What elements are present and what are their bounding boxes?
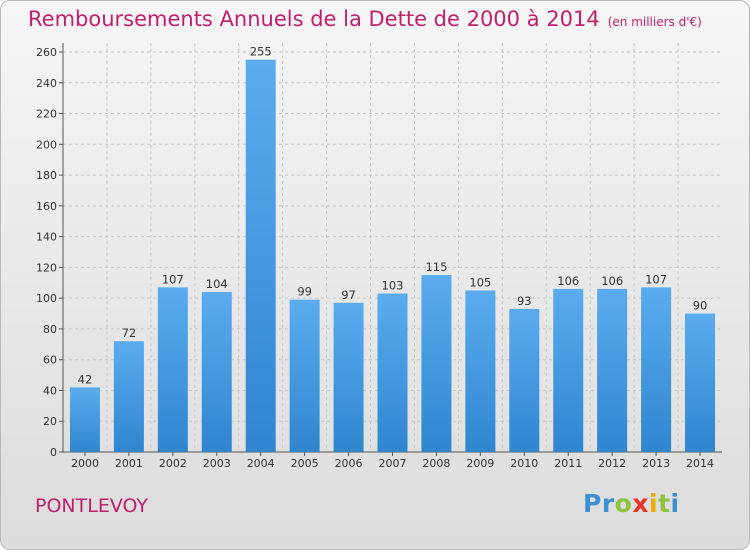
- chart-subtitle: (en milliers d'€): [607, 15, 702, 29]
- y-tick-label: 120: [36, 261, 57, 274]
- logo-letter: x: [632, 489, 649, 518]
- data-label: 93: [517, 294, 532, 308]
- bar-2006: [333, 302, 364, 452]
- data-label: 42: [78, 372, 93, 386]
- x-tick-label: 2008: [422, 457, 450, 470]
- data-label: 72: [122, 326, 137, 340]
- x-tick-label: 2012: [598, 457, 626, 470]
- x-tick-label: 2011: [554, 457, 582, 470]
- proxiti-logo: Proxiti: [583, 489, 680, 518]
- y-tick-label: 200: [36, 138, 57, 151]
- y-tick-label: 100: [36, 292, 57, 305]
- bar-2009: [465, 290, 496, 452]
- x-tick-label: 2002: [159, 457, 187, 470]
- bar-2005: [289, 299, 320, 452]
- bar-2004: [245, 59, 276, 452]
- x-tick-label: 2000: [71, 457, 99, 470]
- data-label: 115: [425, 260, 447, 274]
- bar-2000: [69, 387, 100, 452]
- bar-2010: [509, 308, 540, 452]
- data-label: 105: [469, 275, 491, 289]
- chart-title-text: Remboursements Annuels de la Dette de 20…: [28, 7, 600, 31]
- x-tick-label: 2003: [203, 457, 231, 470]
- logo-letter: i: [670, 489, 680, 518]
- data-label: 106: [557, 274, 579, 288]
- logo-letter: o: [614, 489, 633, 518]
- y-tick-label: 40: [43, 384, 57, 397]
- y-tick-label: 240: [36, 77, 57, 90]
- data-label: 255: [250, 45, 272, 59]
- x-tick-label: 2001: [115, 457, 143, 470]
- y-tick-label: 0: [50, 446, 57, 459]
- y-tick-label: 80: [43, 323, 57, 336]
- data-label: 107: [645, 272, 667, 286]
- logo-letter: P: [583, 489, 602, 518]
- city-name: PONTLEVOY: [35, 495, 149, 517]
- y-tick-label: 180: [36, 169, 57, 182]
- x-tick-label: 2013: [642, 457, 670, 470]
- bar-2003: [201, 292, 232, 452]
- y-tick-label: 140: [36, 231, 57, 244]
- y-tick-label: 220: [36, 108, 57, 121]
- x-tick-label: 2014: [686, 457, 714, 470]
- data-label: 103: [382, 279, 404, 293]
- chart-title: Remboursements Annuels de la Dette de 20…: [28, 7, 702, 31]
- bar-2007: [377, 293, 408, 452]
- data-label: 97: [341, 288, 356, 302]
- logo-letter: r: [601, 489, 615, 518]
- x-tick-label: 2009: [466, 457, 494, 470]
- x-tick-label: 2006: [335, 457, 363, 470]
- x-tick-label: 2005: [291, 457, 319, 470]
- bar-2002: [157, 287, 188, 452]
- y-tick-label: 20: [43, 415, 57, 428]
- y-tick-label: 60: [43, 354, 57, 367]
- data-label: 99: [297, 285, 312, 299]
- logo-letter: t: [658, 489, 671, 518]
- bar-2001: [113, 341, 144, 452]
- bar-layer: 42 72 107 104 255 99 97 103 115 105 93 106 106 107 90: [69, 45, 716, 452]
- bar-2013: [641, 287, 672, 452]
- x-tick-label: 2010: [510, 457, 538, 470]
- logo-letter: i: [649, 489, 659, 518]
- bar-2008: [421, 275, 452, 452]
- bar-2014: [685, 313, 716, 452]
- data-label: 90: [693, 299, 708, 313]
- x-tick-label: 2004: [247, 457, 275, 470]
- data-label: 104: [206, 277, 228, 291]
- data-label: 107: [162, 272, 184, 286]
- bar-2012: [597, 288, 628, 452]
- x-tick-label: 2007: [379, 457, 407, 470]
- y-tick-label: 260: [36, 46, 57, 59]
- y-tick-label: 160: [36, 200, 57, 213]
- data-label: 106: [601, 274, 623, 288]
- bar-2011: [553, 288, 584, 452]
